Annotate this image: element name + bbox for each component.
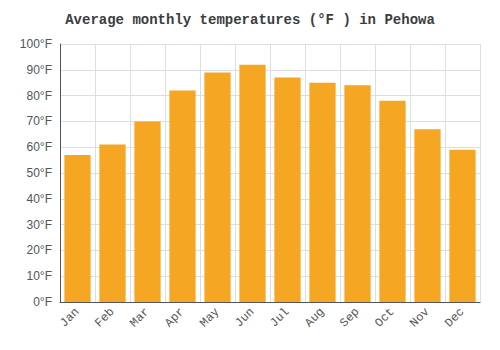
svg-text:Feb: Feb	[92, 305, 117, 330]
svg-text:Jul: Jul	[267, 305, 292, 330]
svg-text:10°F: 10°F	[27, 269, 52, 283]
svg-text:60°F: 60°F	[27, 140, 52, 154]
svg-text:90°F: 90°F	[27, 63, 52, 77]
svg-text:70°F: 70°F	[27, 114, 52, 128]
svg-text:20°F: 20°F	[27, 243, 52, 257]
svg-text:Mar: Mar	[127, 305, 152, 330]
svg-text:Apr: Apr	[162, 305, 187, 330]
svg-text:30°F: 30°F	[27, 218, 52, 232]
svg-text:Oct: Oct	[372, 305, 397, 330]
svg-text:Jan: Jan	[57, 305, 82, 330]
svg-text:100°F: 100°F	[20, 37, 52, 51]
svg-text:Average monthly temperatures (: Average monthly temperatures (°F ) in Pe…	[65, 12, 435, 28]
svg-text:May: May	[197, 305, 222, 330]
svg-text:80°F: 80°F	[27, 89, 52, 103]
svg-text:Nov: Nov	[407, 305, 432, 330]
svg-text:Dec: Dec	[442, 305, 467, 330]
svg-text:Jun: Jun	[232, 305, 257, 330]
svg-text:50°F: 50°F	[27, 166, 52, 180]
svg-text:0°F: 0°F	[33, 295, 52, 309]
svg-text:Aug: Aug	[302, 305, 327, 330]
svg-text:Sep: Sep	[337, 305, 362, 330]
svg-text:40°F: 40°F	[27, 192, 52, 206]
